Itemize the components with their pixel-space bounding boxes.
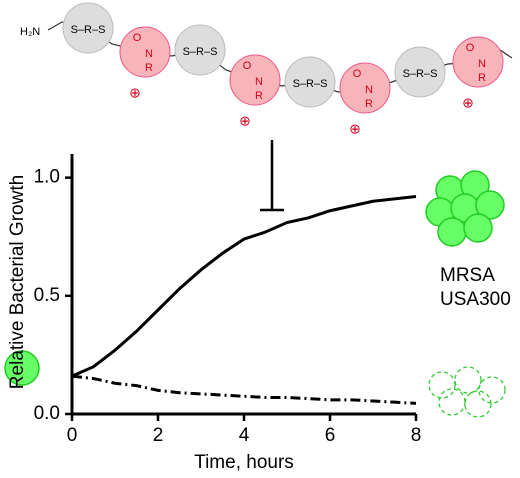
nitrogen-label: N (365, 84, 373, 96)
annotation: USA300 (440, 289, 511, 310)
red-monomer (119, 26, 171, 78)
charge-label: ⊕ (239, 113, 251, 129)
charge-label: ⊕ (129, 85, 141, 101)
linker-label: S–R–S (183, 46, 218, 58)
y-tick-label: 0.5 (34, 285, 60, 306)
gray-monomer (62, 2, 114, 54)
substituent-label: R (145, 62, 153, 74)
x-tick-label: 0 (67, 425, 78, 446)
x-tick-label: 2 (153, 425, 164, 446)
nitrogen-label: N (478, 58, 486, 70)
y-tick-label: 0.0 (34, 403, 60, 424)
gray-monomer (174, 24, 226, 76)
x-axis-label: Time, hours (194, 452, 294, 473)
charge-label: ⊕ (349, 121, 361, 137)
x-tick-label: 8 (411, 425, 422, 446)
carbonyl-label: O (466, 42, 475, 54)
carbonyl-label: O (353, 68, 362, 80)
x-tick-label: 4 (239, 425, 250, 446)
bacteria-cluster (425, 170, 505, 247)
linker-label: S–R–S (71, 24, 106, 36)
substituent-label: R (255, 90, 263, 102)
nitrogen-label: N (255, 76, 263, 88)
end-group: H₂N (20, 26, 40, 38)
nitrogen-label: N (145, 48, 153, 60)
substituent-label: R (365, 98, 373, 110)
y-axis-label: Relative Bacterial Growth (7, 175, 28, 389)
substituent-label: R (478, 72, 486, 84)
polymer-backbone (47, 21, 513, 93)
dead-bacteria (428, 366, 506, 418)
y-tick-label: 1.0 (34, 167, 60, 188)
red-monomer (452, 36, 504, 88)
data-line (71, 195, 417, 378)
gray-monomer (284, 56, 336, 108)
linker-label: S–R–S (403, 68, 438, 80)
carbonyl-label: O (133, 32, 142, 44)
annotation: MRSA (440, 265, 495, 286)
monomer-circles (62, 2, 504, 114)
gray-monomer (394, 46, 446, 98)
charge-label: ⊕ (462, 95, 474, 111)
single-bacterium (4, 350, 40, 386)
data-line (71, 374, 417, 405)
linker-label: S–R–S (293, 78, 328, 90)
x-tick-label: 6 (325, 425, 336, 446)
carbonyl-label: O (243, 60, 252, 72)
red-monomer (229, 54, 281, 106)
red-monomer (339, 62, 391, 114)
